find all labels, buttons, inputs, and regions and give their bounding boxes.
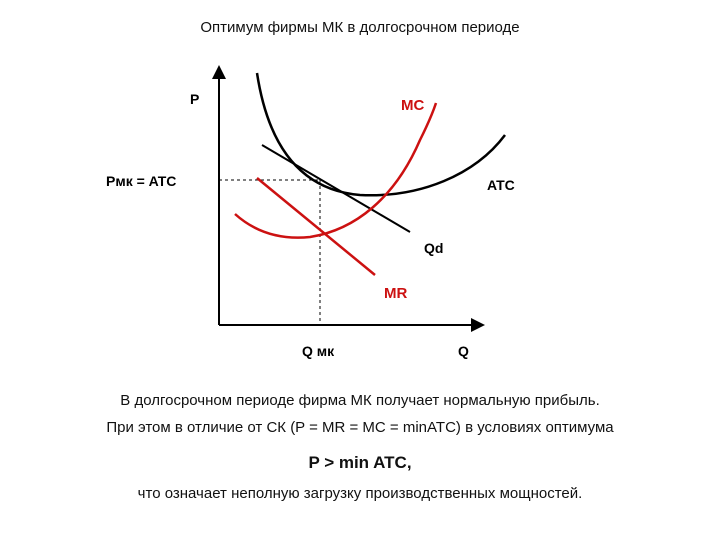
quantity-label: Q мк — [302, 343, 335, 359]
mc-curve — [234, 102, 438, 239]
demand-label: Qd — [424, 240, 443, 256]
slide-title: Оптимум фирмы МК в долгосрочном периоде — [200, 19, 520, 36]
atc-curve — [255, 72, 506, 197]
firm-optimum-diagram: P Q Pмк = ATC Q мк MC ATC Qd MR — [106, 65, 515, 359]
demand-curve — [261, 144, 411, 233]
x-axis-label: Q — [458, 343, 469, 359]
caption-line-4: что означает неполную загрузку производс… — [137, 485, 583, 502]
mr-curve — [256, 177, 376, 276]
caption-line-2: При этом в отличие от СК (P = MR = MC = … — [106, 419, 614, 436]
price-label: Pмк = ATC — [106, 173, 176, 189]
y-axis-label: P — [190, 91, 199, 107]
caption-line-1: В долгосрочном периоде фирма МК получает… — [120, 392, 600, 409]
caption-key-condition: P > min ATC, — [308, 453, 412, 472]
atc-label: ATC — [487, 177, 515, 193]
mc-label: MC — [401, 97, 424, 114]
mr-label: MR — [384, 285, 407, 302]
